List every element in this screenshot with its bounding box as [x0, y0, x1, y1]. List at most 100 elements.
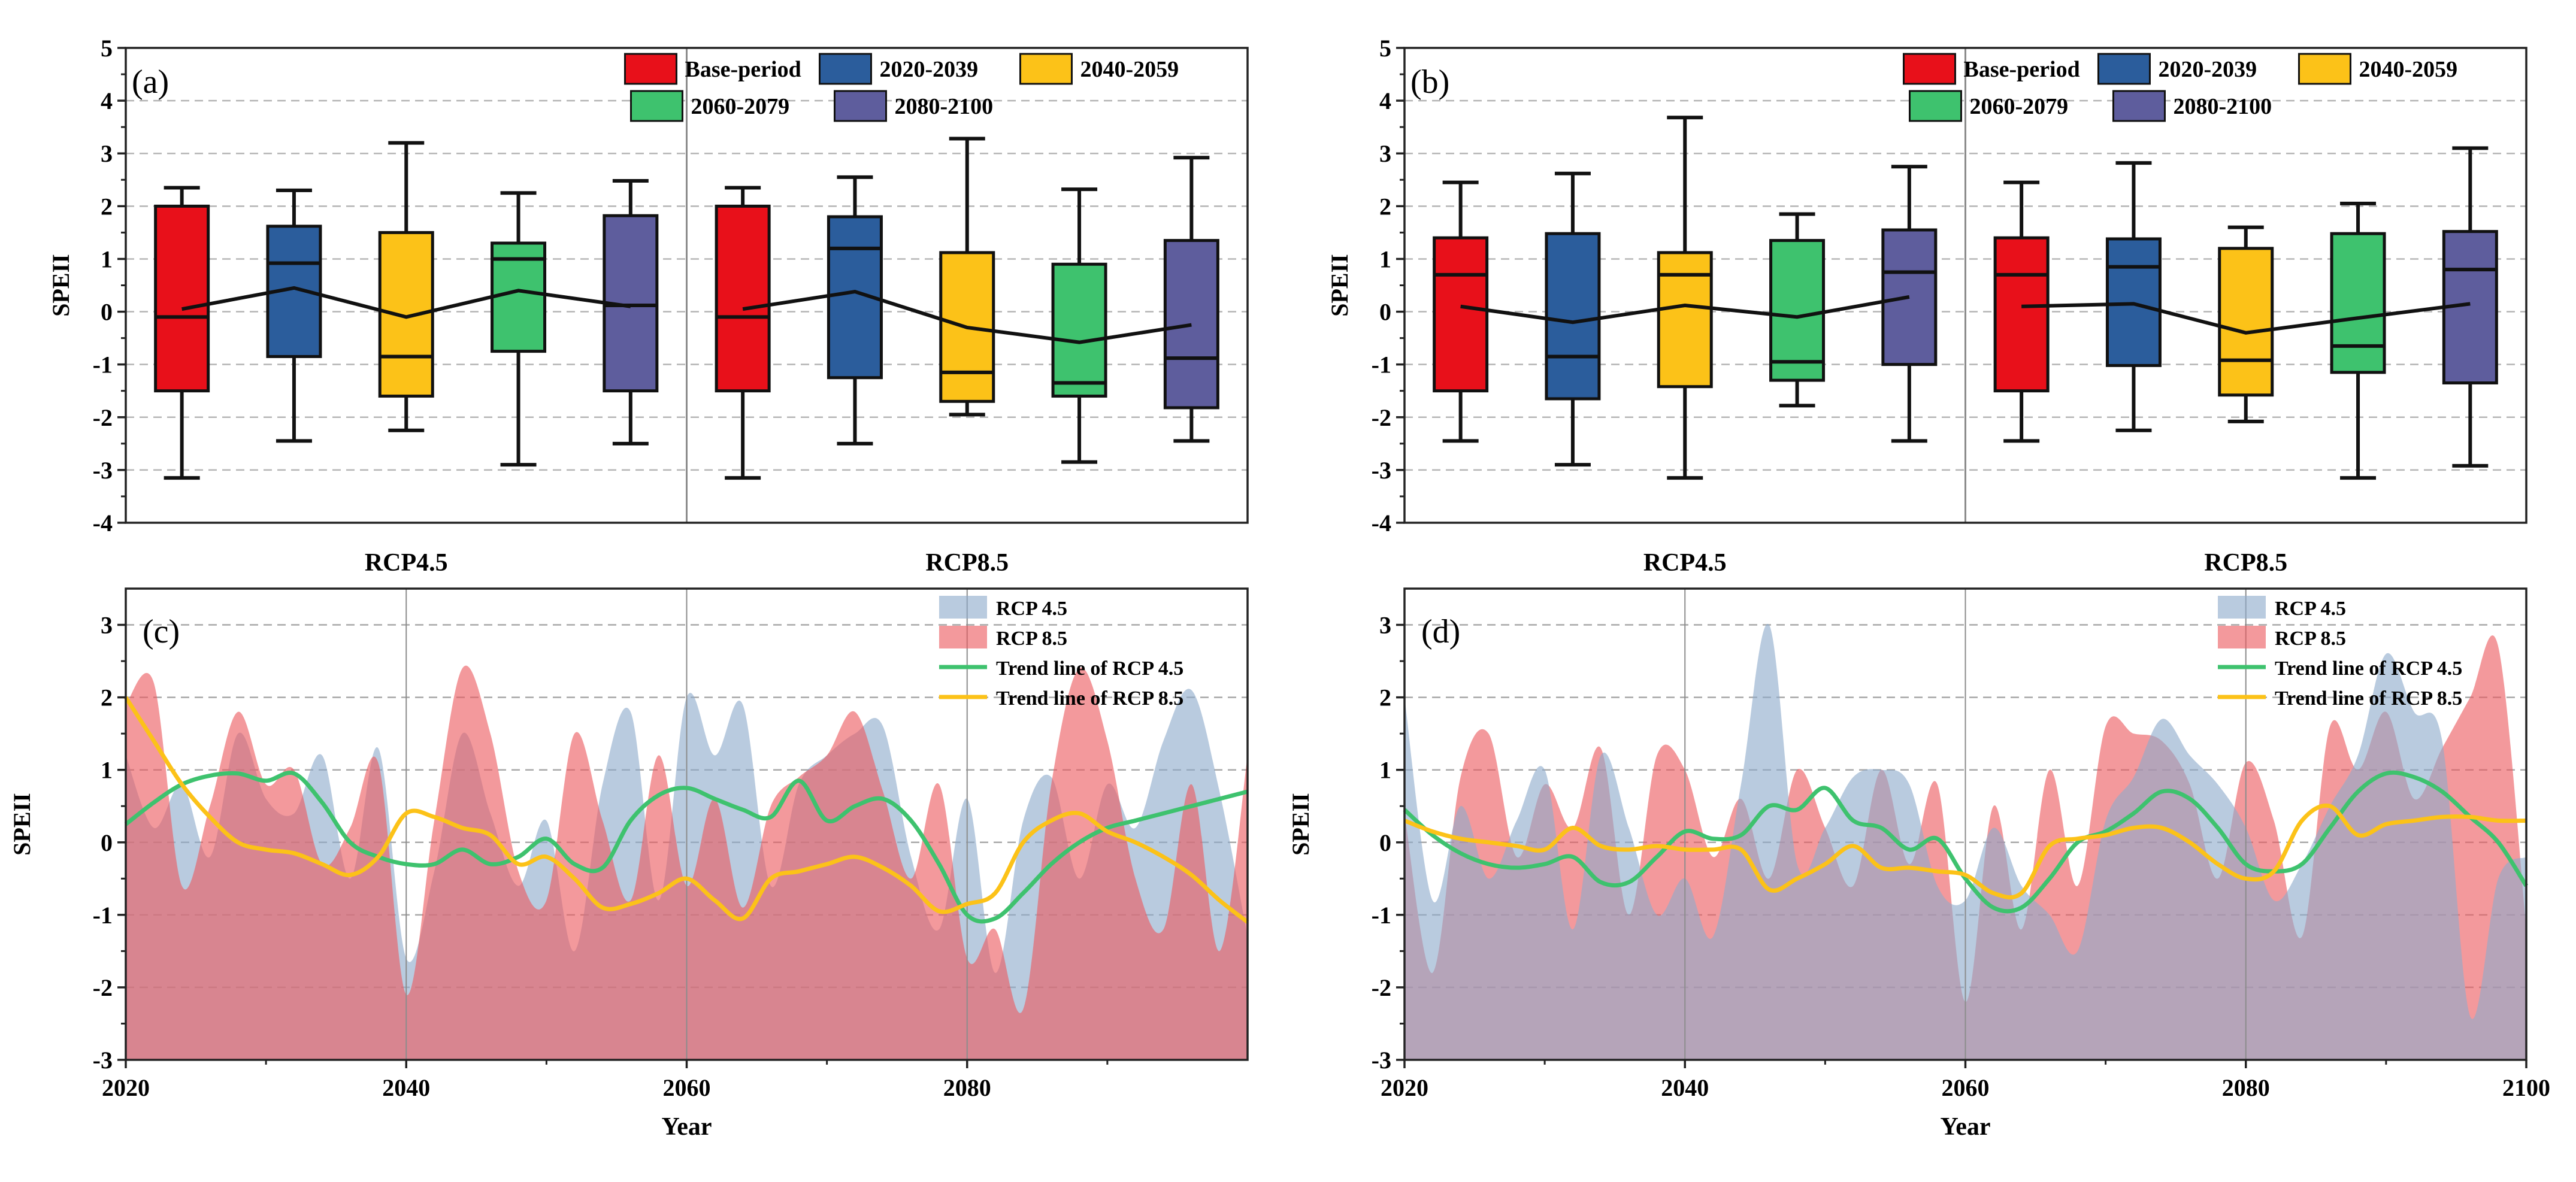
mean-line: [1460, 295, 1910, 325]
group-label: RCP8.5: [2204, 549, 2287, 577]
box-2040-2059: [939, 137, 995, 417]
legend-label: 2080-2100: [2173, 94, 2272, 119]
y-tick-label: -2: [93, 404, 113, 431]
legend-label: RCP 4.5: [2275, 598, 2346, 620]
panel-label: (a): [132, 63, 169, 101]
y-tick-label: 0: [101, 299, 113, 326]
panel-a-boxplot: RCP4.5 RCP8.5 -4 -3 -2 -1 0 1 2 3 4 5 (a) SPEII Base-p…: [47, 35, 1249, 577]
legend-label: Trend line of RCP 8.5: [996, 687, 1183, 710]
group-label: RCP8.5: [925, 549, 1009, 577]
box-2080-2100: [2442, 146, 2498, 468]
legend-swatch: [939, 596, 987, 619]
legend-label: 2060-2079: [691, 94, 789, 119]
y-tick-label: -3: [93, 1047, 113, 1074]
box-2060-2079: [1051, 187, 1107, 464]
legend-label: Trend line of RCP 4.5: [996, 657, 1183, 680]
box-iqr: [2218, 247, 2274, 397]
legend-label: Trend line of RCP 4.5: [2275, 657, 2462, 680]
x-tick-label: 2020: [1381, 1074, 1428, 1101]
legend-label: RCP 8.5: [996, 628, 1067, 650]
mean-line: [181, 286, 631, 319]
box-2020-2039: [1545, 171, 1601, 467]
mean-line: [742, 290, 1192, 344]
box-iqr: [1657, 251, 1713, 389]
legend-label: 2020-2039: [879, 57, 978, 82]
y-tick-label: 2: [1379, 193, 1391, 220]
y-axis-title: SPEII: [1326, 254, 1353, 317]
legend-swatch: [1908, 90, 1962, 122]
panel-label: (d): [1421, 613, 1460, 650]
legend-swatch: [2218, 626, 2266, 648]
box-2060-2079: [1769, 212, 1826, 408]
box-iqr: [1545, 232, 1601, 401]
y-tick-label: -1: [93, 902, 113, 929]
box-iqr: [1881, 228, 1938, 366]
box-2040-2059: [378, 141, 434, 432]
box-iqr: [154, 204, 210, 393]
box-2020-2039: [827, 175, 883, 445]
y-tick-label: -3: [1372, 1047, 1391, 1074]
y-axis-title: SPEII: [1287, 793, 1314, 856]
y-tick-label: -4: [93, 510, 113, 537]
x-tick-label: 2060: [1942, 1074, 1990, 1101]
y-tick-label: 0: [101, 829, 113, 856]
box-2060-2079: [491, 191, 547, 467]
y-tick-label: 3: [101, 140, 113, 167]
group-label: RCP4.5: [365, 549, 448, 577]
box-iqr: [1769, 239, 1826, 382]
x-tick-label: 2100: [2502, 1074, 2550, 1101]
box-Base-period: [154, 186, 210, 480]
trend-line: [1403, 803, 2527, 900]
legend-label: 2040-2059: [1080, 57, 1179, 82]
legend-label: Trend line of RCP 8.5: [2275, 687, 2462, 710]
legend-swatch: [1019, 53, 1073, 85]
panel-label: (b): [1410, 63, 1449, 101]
y-tick-label: 0: [1379, 299, 1391, 326]
y-tick-label: 3: [101, 612, 113, 639]
legend-swatch: [2297, 53, 2351, 85]
y-tick-label: 1: [101, 757, 113, 784]
legend-label: RCP 4.5: [996, 598, 1067, 620]
box-2080-2100: [603, 179, 659, 445]
x-tick-label: 2040: [1661, 1074, 1709, 1101]
y-tick-label: 3: [1379, 140, 1391, 167]
y-tick-label: -3: [1372, 457, 1391, 484]
y-tick-label: -1: [93, 351, 113, 378]
panel-b-boxplot: RCP4.5 RCP8.5 -4 -3 -2 -1 0 1 2 3 4 5 (b) SPEII Base-p…: [1326, 35, 2527, 577]
x-tick-label: 2080: [943, 1074, 991, 1101]
y-tick-label: 3: [1379, 612, 1391, 639]
y-tick-label: -4: [1372, 510, 1391, 537]
legend-swatch: [939, 626, 987, 648]
box-Base-period: [1433, 180, 1489, 443]
y-tick-label: -2: [1372, 404, 1391, 431]
legend-swatch: [2097, 53, 2151, 85]
legend-label: Base-period: [1963, 57, 2079, 82]
box-2060-2079: [2330, 201, 2386, 480]
box-iqr: [715, 204, 771, 393]
legend-label: 2040-2059: [2359, 57, 2457, 82]
box-iqr: [1433, 236, 1489, 393]
box-iqr: [1051, 262, 1107, 398]
box-2080-2100: [1881, 165, 1938, 443]
box-2040-2059: [1657, 116, 1713, 480]
legend-label: 2060-2079: [1969, 94, 2068, 119]
panel-d-area-chart: -3 -2 -1 0 1 2 3 2020 2040 2060 2080 2100 Year SPEII (…: [1287, 587, 2550, 1141]
y-tick-label: 0: [1379, 829, 1391, 856]
legend-swatch: [629, 90, 683, 122]
y-tick-label: 4: [1379, 87, 1391, 114]
legend-label: 2080-2100: [894, 94, 993, 119]
y-axis-title: SPEII: [8, 793, 35, 856]
x-tick-label: 2020: [102, 1074, 150, 1101]
y-tick-label: 5: [101, 35, 113, 62]
y-tick-label: -1: [1372, 902, 1391, 929]
y-axis-title: SPEII: [47, 254, 74, 317]
box-2020-2039: [2105, 161, 2162, 432]
y-tick-label: 1: [101, 246, 113, 272]
box-iqr: [1993, 236, 2050, 393]
y-tick-label: 5: [1379, 35, 1391, 62]
x-axis-title: Year: [1941, 1113, 1991, 1141]
trend-line: [1403, 770, 2528, 914]
y-tick-label: -1: [1372, 351, 1391, 378]
legend-swatch: [2112, 90, 2166, 122]
